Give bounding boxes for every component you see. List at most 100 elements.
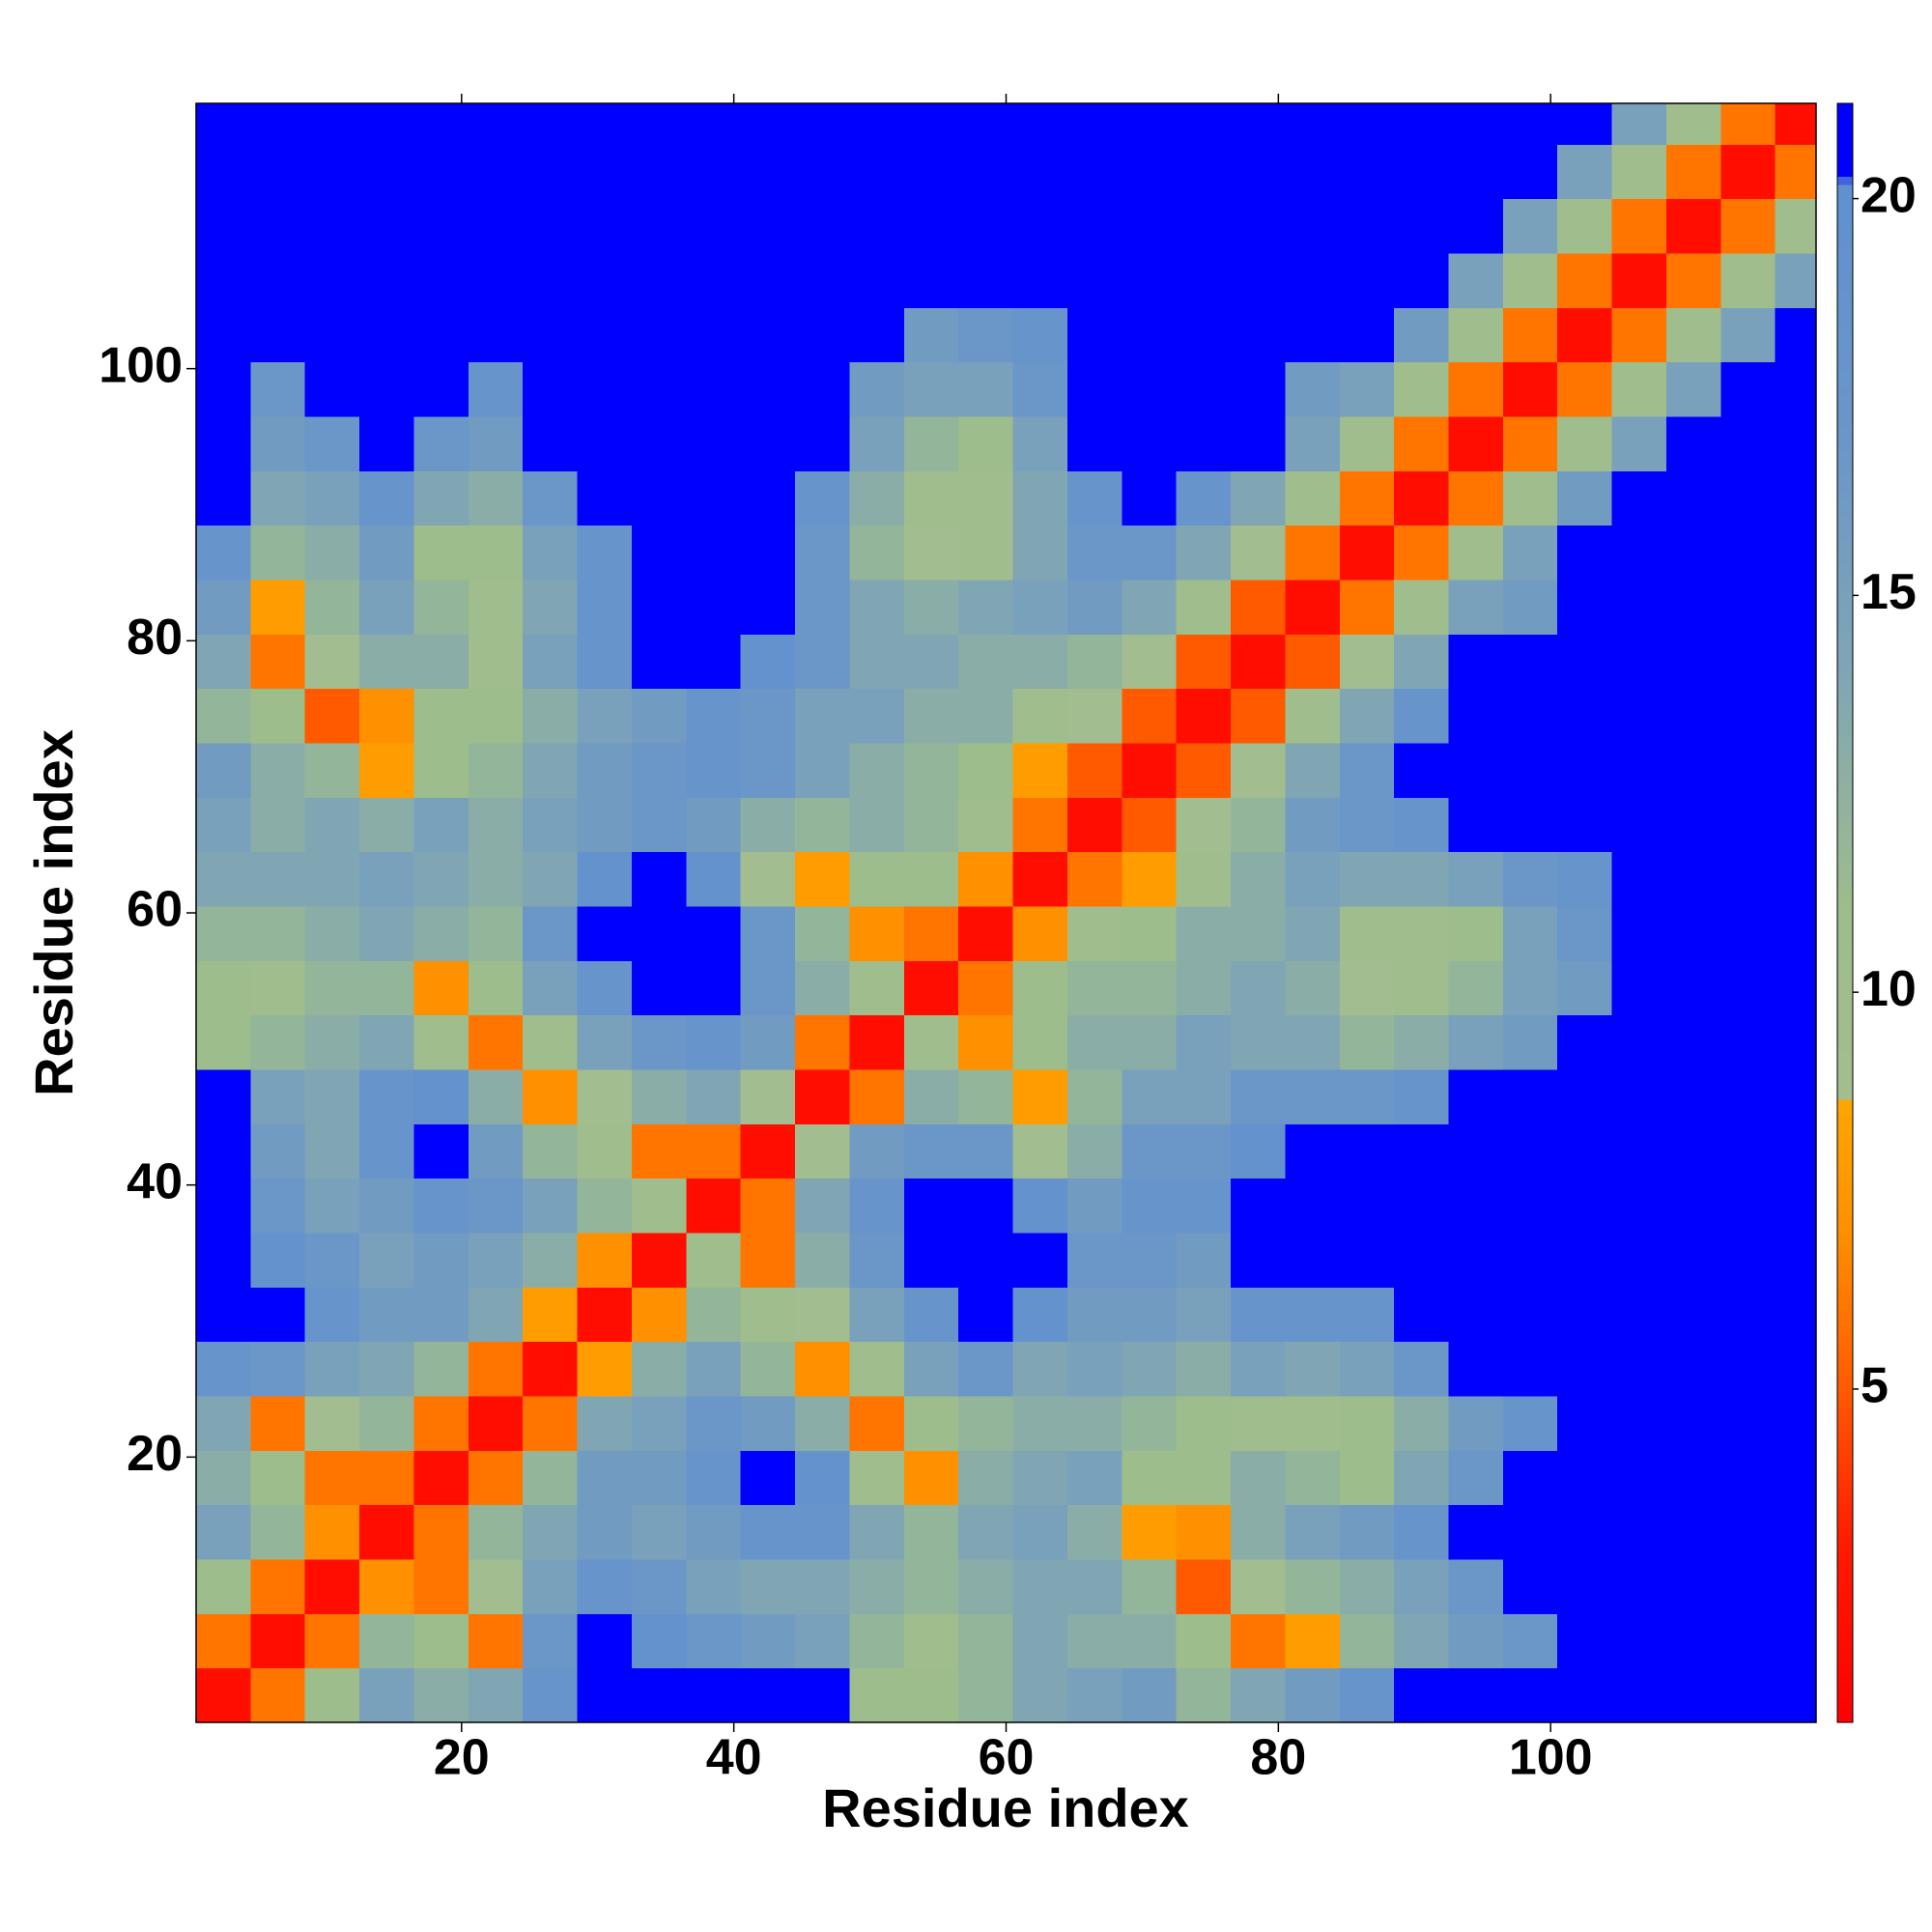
heatmap-cell	[468, 688, 524, 744]
heatmap-cell	[1394, 1014, 1450, 1070]
heatmap-cell	[468, 905, 524, 961]
heatmap-cell	[631, 103, 687, 145]
heatmap-cell	[1665, 198, 1721, 254]
heatmap-cell	[1176, 688, 1232, 744]
heatmap-cell	[196, 1667, 251, 1723]
heatmap-cell	[1285, 1504, 1341, 1560]
heatmap-cell	[1176, 1014, 1232, 1070]
heatmap-cell	[577, 1014, 633, 1070]
heatmap-cell	[577, 1341, 633, 1397]
heatmap-cell	[958, 1613, 1014, 1669]
colorbar-segment	[1837, 1301, 1853, 1311]
heatmap-cell	[1557, 1450, 1613, 1506]
heatmap-cell	[958, 1232, 1014, 1288]
heatmap-cell	[1611, 742, 1667, 798]
heatmap-cell	[468, 742, 524, 798]
heatmap-cell	[849, 1232, 905, 1288]
heatmap-cell	[849, 634, 905, 690]
heatmap-cell	[1339, 525, 1395, 581]
heatmap-cell	[1122, 470, 1178, 526]
heatmap-cell	[903, 1613, 959, 1669]
heatmap-cell	[903, 1232, 959, 1288]
colorbar-segment	[1837, 993, 1853, 1003]
heatmap-cell	[903, 797, 959, 853]
x-tick-label: 100	[1509, 1730, 1593, 1786]
heatmap-cell	[740, 415, 796, 471]
heatmap-cell	[1339, 797, 1395, 853]
heatmap-cell	[1665, 1068, 1721, 1124]
heatmap-cell	[1557, 688, 1613, 744]
heatmap-cell	[1557, 415, 1613, 471]
colorbar-segment	[1837, 702, 1853, 712]
heatmap-cell	[250, 525, 306, 581]
heatmap-cell	[1557, 1123, 1613, 1179]
heatmap-cell	[523, 1068, 579, 1124]
heatmap-cell	[577, 198, 633, 254]
colorbar-tick-label: 5	[1861, 1358, 1889, 1414]
colorbar-segment	[1837, 645, 1853, 655]
heatmap-cell	[1176, 144, 1232, 200]
heatmap-cell	[1231, 1450, 1286, 1506]
heatmap-cell	[359, 1287, 414, 1343]
heatmap-cell	[1775, 1014, 1817, 1070]
heatmap-cell	[1176, 742, 1232, 798]
heatmap-cell	[577, 307, 633, 363]
heatmap-cell	[1122, 103, 1178, 145]
heatmap-cell	[1611, 851, 1667, 907]
heatmap-cell	[1557, 1504, 1613, 1560]
heatmap-cell	[1557, 470, 1613, 526]
heatmap-cell	[1176, 1667, 1232, 1723]
colorbar-segment	[1837, 1665, 1853, 1675]
heatmap-cell	[1720, 1395, 1776, 1451]
heatmap-cell	[468, 470, 524, 526]
heatmap-cell	[577, 1667, 633, 1723]
heatmap-cell	[1665, 579, 1721, 635]
heatmap-cell	[1448, 144, 1504, 200]
colorbar-segment	[1837, 1098, 1853, 1108]
colorbar-segment	[1837, 1034, 1853, 1043]
colorbar-segment	[1837, 815, 1853, 825]
heatmap-cell	[1775, 307, 1817, 363]
heatmap-cell	[196, 742, 251, 798]
heatmap-cell	[1557, 1558, 1613, 1614]
heatmap-cell	[413, 470, 469, 526]
heatmap-cell	[577, 103, 633, 145]
heatmap-cell	[196, 307, 251, 363]
heatmap-cell	[1502, 1178, 1558, 1234]
heatmap-cell	[686, 634, 742, 690]
heatmap-cell	[1066, 198, 1122, 254]
colorbar-segment	[1837, 1148, 1853, 1156]
heatmap-cell	[1448, 634, 1504, 690]
heatmap-cell	[1176, 307, 1232, 363]
heatmap-cell	[523, 144, 579, 200]
colorbar-segment	[1837, 1293, 1853, 1302]
heatmap-cell	[250, 1667, 306, 1723]
heatmap-cell	[1012, 1558, 1068, 1614]
colorbar-segment	[1837, 532, 1853, 542]
heatmap-cell	[1665, 1178, 1721, 1234]
heatmap-cell	[250, 634, 306, 690]
heatmap-cell	[1611, 307, 1667, 363]
heatmap-cell	[1448, 579, 1504, 635]
colorbar-segment	[1837, 605, 1853, 614]
heatmap-cell	[468, 1123, 524, 1179]
heatmap-cell	[1066, 1068, 1122, 1124]
heatmap-cell	[304, 525, 360, 581]
heatmap-cell	[1285, 960, 1341, 1016]
heatmap-cell	[1339, 361, 1395, 417]
heatmap-cell	[1231, 1504, 1286, 1560]
heatmap-cell	[1502, 688, 1558, 744]
heatmap-cell	[1066, 634, 1122, 690]
heatmap-cell	[1285, 415, 1341, 471]
colorbar-tick-label: 20	[1861, 167, 1917, 223]
heatmap-cell	[631, 742, 687, 798]
heatmap-cell	[304, 1232, 360, 1288]
heatmap-cell	[1394, 252, 1450, 308]
heatmap-cell	[196, 470, 251, 526]
heatmap-cell	[1176, 361, 1232, 417]
heatmap-cell	[1339, 1450, 1395, 1506]
heatmap-cell	[1611, 470, 1667, 526]
heatmap-cell	[686, 525, 742, 581]
heatmap-cell	[1611, 688, 1667, 744]
colorbar-segment	[1837, 378, 1853, 387]
